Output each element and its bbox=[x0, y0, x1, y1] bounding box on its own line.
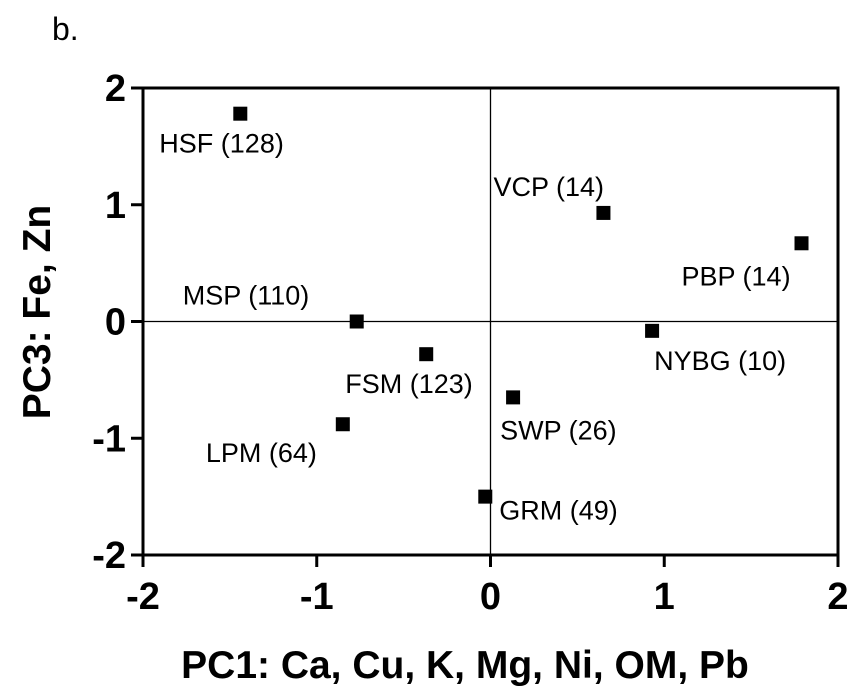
x-tick-label: -1 bbox=[300, 576, 334, 618]
data-point-label: NYBG (10) bbox=[654, 346, 786, 376]
y-axis-title: PC3: Fe, Zn bbox=[16, 205, 59, 420]
zero-lines bbox=[143, 88, 838, 555]
data-point-label: MSP (110) bbox=[183, 281, 310, 311]
x-tick-label: 2 bbox=[827, 576, 848, 618]
data-point-label: PBP (14) bbox=[682, 261, 791, 291]
data-point bbox=[794, 236, 809, 251]
y-tick-label: 2 bbox=[105, 68, 126, 110]
data-point bbox=[233, 106, 248, 121]
data-point bbox=[645, 323, 660, 338]
y-tick-label: 0 bbox=[105, 302, 126, 344]
data-point bbox=[419, 347, 434, 362]
data-point-label: LPM (64) bbox=[206, 438, 317, 468]
panel-label: b. bbox=[52, 11, 79, 47]
x-axis-tick-labels: -2 -1 0 1 2 bbox=[126, 576, 848, 618]
data-point-labels: HSF (128) VCP (14) PBP (14) MSP (110) NYBG (… bbox=[159, 129, 790, 526]
data-point bbox=[349, 314, 364, 329]
data-point bbox=[506, 390, 521, 405]
data-point-label: SWP (26) bbox=[500, 415, 617, 445]
data-points bbox=[233, 106, 809, 504]
y-tick-label: -1 bbox=[92, 418, 126, 460]
data-point-label: FSM (123) bbox=[345, 369, 473, 399]
x-tick-label: 0 bbox=[480, 576, 501, 618]
x-axis-title: PC1: Ca, Cu, K, Mg, Ni, OM, Pb bbox=[181, 644, 749, 687]
x-axis-ticks bbox=[141, 555, 840, 567]
y-axis-ticks bbox=[131, 86, 143, 557]
data-point-label: GRM (49) bbox=[499, 496, 618, 526]
data-point bbox=[596, 205, 611, 220]
y-tick-label: -2 bbox=[92, 535, 126, 577]
data-point-label: VCP (14) bbox=[493, 172, 604, 202]
data-point bbox=[335, 417, 350, 432]
data-point bbox=[478, 489, 493, 504]
x-tick-label: 1 bbox=[654, 576, 675, 618]
y-tick-label: 1 bbox=[105, 185, 126, 227]
y-axis-tick-labels: -2 -1 0 1 2 bbox=[92, 68, 126, 577]
data-point-label: HSF (128) bbox=[159, 129, 284, 159]
x-tick-label: -2 bbox=[126, 576, 160, 618]
